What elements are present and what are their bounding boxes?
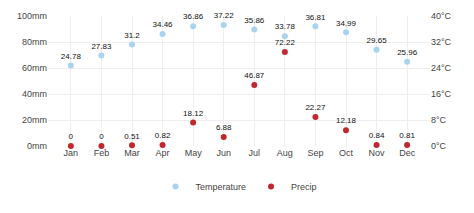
svg-text:72.22: 72.22 <box>275 38 296 47</box>
svg-text:May: May <box>185 148 203 158</box>
svg-text:40°C: 40°C <box>431 11 452 21</box>
svg-text:0.51: 0.51 <box>124 132 140 141</box>
svg-text:0mm: 0mm <box>27 141 47 151</box>
svg-text:Jul: Jul <box>249 148 261 158</box>
svg-text:Precip: Precip <box>291 182 317 192</box>
svg-text:0.82: 0.82 <box>155 131 171 140</box>
svg-text:34.46: 34.46 <box>153 20 174 29</box>
svg-text:35.86: 35.86 <box>244 16 265 25</box>
svg-text:36.86: 36.86 <box>183 12 204 21</box>
svg-text:0°C: 0°C <box>431 141 447 151</box>
svg-text:60mm: 60mm <box>22 63 47 73</box>
svg-text:46.87: 46.87 <box>244 71 265 80</box>
svg-text:Nov: Nov <box>369 148 386 158</box>
svg-text:0: 0 <box>99 132 104 141</box>
svg-text:Dec: Dec <box>399 148 416 158</box>
svg-text:22.27: 22.27 <box>305 103 326 112</box>
svg-text:34.99: 34.99 <box>336 19 357 28</box>
svg-text:12.18: 12.18 <box>336 116 357 125</box>
svg-text:25.96: 25.96 <box>397 48 418 57</box>
svg-text:Sep: Sep <box>307 148 323 158</box>
svg-text:Feb: Feb <box>94 148 110 158</box>
svg-text:40mm: 40mm <box>22 89 47 99</box>
svg-text:27.83: 27.83 <box>91 42 112 51</box>
svg-text:100mm: 100mm <box>17 11 47 21</box>
svg-text:8°C: 8°C <box>431 115 447 125</box>
svg-text:Jan: Jan <box>64 148 79 158</box>
svg-text:18.12: 18.12 <box>183 109 204 118</box>
svg-text:6.88: 6.88 <box>216 123 232 132</box>
svg-text:Aug: Aug <box>277 148 293 158</box>
svg-text:Jun: Jun <box>216 148 231 158</box>
svg-text:29.65: 29.65 <box>367 36 388 45</box>
svg-text:32°C: 32°C <box>431 37 452 47</box>
svg-text:Mar: Mar <box>124 148 140 158</box>
svg-text:20mm: 20mm <box>22 115 47 125</box>
svg-text:24°C: 24°C <box>431 63 452 73</box>
svg-text:0: 0 <box>69 132 74 141</box>
svg-text:80mm: 80mm <box>22 37 47 47</box>
svg-text:24.78: 24.78 <box>61 52 82 61</box>
svg-text:0.84: 0.84 <box>369 131 385 140</box>
svg-text:Apr: Apr <box>156 148 170 158</box>
svg-text:Temperature: Temperature <box>196 182 247 192</box>
svg-text:Oct: Oct <box>339 148 354 158</box>
svg-text:31.2: 31.2 <box>124 31 140 40</box>
svg-text:37.22: 37.22 <box>214 11 235 20</box>
svg-text:16°C: 16°C <box>431 89 452 99</box>
svg-text:0.81: 0.81 <box>399 131 415 140</box>
svg-text:33.78: 33.78 <box>275 22 296 31</box>
svg-text:36.81: 36.81 <box>305 13 326 22</box>
